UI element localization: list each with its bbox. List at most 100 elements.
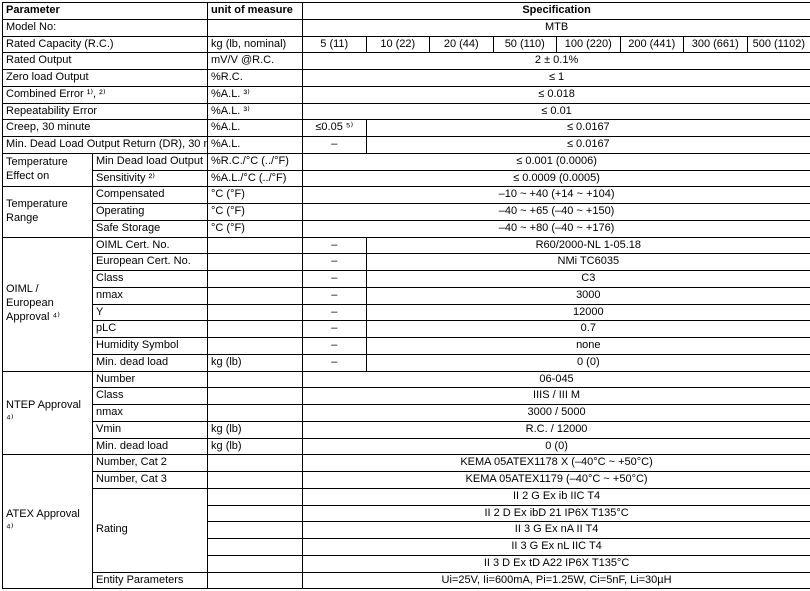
plc-unit xyxy=(208,321,303,338)
eu-cert-unit xyxy=(208,254,303,271)
tr-comp-val: –10 ~ +40 (+14 ~ +104) xyxy=(303,187,810,204)
ntep-label: NTEP Approval ⁴⁾ xyxy=(3,371,93,455)
atex-r1-unit xyxy=(208,488,303,505)
ntep-class-label: Class xyxy=(93,388,208,405)
rep-label: Repeatability Error xyxy=(3,103,208,120)
te-sens-label: Sensitivity ²⁾ xyxy=(93,170,208,187)
ntep-mdl-unit: kg (lb) xyxy=(208,438,303,455)
class-unit xyxy=(208,271,303,288)
model-value: MTB xyxy=(303,19,810,36)
atex-r3: II 3 G Ex nA II T4 xyxy=(303,522,810,539)
zero-label: Zero load Output xyxy=(3,70,208,87)
ntep-nmax-label: nmax xyxy=(93,405,208,422)
atex-ent-val: Ui=25V, Ii=600mA, Pi=1.25W, Ci=5nF, Li=3… xyxy=(303,572,810,589)
nmax-v1: – xyxy=(303,287,367,304)
ntep-vmin-val: R.C. / 12000 xyxy=(303,421,810,438)
atex-ent-label: Entity Parameters xyxy=(93,572,208,589)
atex-r4: II 3 G Ex nL IIC T4 xyxy=(303,539,810,556)
header-spec: Specification xyxy=(303,3,810,20)
plc-label: pLC xyxy=(93,321,208,338)
comb-value: ≤ 0.018 xyxy=(303,86,810,103)
rc-unit: kg (lb, nominal) xyxy=(208,36,303,53)
y-v1: – xyxy=(303,304,367,321)
comb-unit: %A.L. ³⁾ xyxy=(208,86,303,103)
atex-cat3-label: Number, Cat 3 xyxy=(93,472,208,489)
tr-op-label: Operating xyxy=(93,204,208,221)
tr-safe-val: –40 ~ +80 (–40 ~ +176) xyxy=(303,220,810,237)
ntep-mdl-label: Min. dead load xyxy=(93,438,208,455)
y-label: Y xyxy=(93,304,208,321)
hum-label: Humidity Symbol xyxy=(93,338,208,355)
mdl-unit: kg (lb) xyxy=(208,354,303,371)
zero-value: ≤ 1 xyxy=(303,70,810,87)
eu-cert-v2: NMi TC6035 xyxy=(366,254,810,271)
dr-v2: ≤ 0.0167 xyxy=(366,137,810,154)
atex-cat2-val: KEMA 05ATEX1178 X (–40°C ~ +50°C) xyxy=(303,455,810,472)
nmax-v2: 3000 xyxy=(366,287,810,304)
dr-label: Min. Dead Load Output Return (DR), 30 mi… xyxy=(3,137,208,154)
ntep-num-val: 06-045 xyxy=(303,371,810,388)
mdl-v1: – xyxy=(303,354,367,371)
oiml-cert-v2: R60/2000-NL 1-05.18 xyxy=(366,237,810,254)
ntep-num-unit xyxy=(208,371,303,388)
te-min-val: ≤ 0.001 (0.0006) xyxy=(303,153,810,170)
zero-unit: %R.C. xyxy=(208,70,303,87)
rc-col-5: 200 (441) xyxy=(620,36,684,53)
class-label: Class xyxy=(93,271,208,288)
atex-cat2-unit xyxy=(208,455,303,472)
rc-col-1: 10 (22) xyxy=(366,36,430,53)
atex-r5: II 3 D Ex tD A22 IP6X T135°C xyxy=(303,555,810,572)
te-min-unit: %R.C./°C (../°F) xyxy=(208,153,303,170)
hum-unit xyxy=(208,338,303,355)
comb-label: Combined Error ¹⁾, ²⁾ xyxy=(3,86,208,103)
creep-label: Creep, 30 minute xyxy=(3,120,208,137)
tr-label: Temperature Range xyxy=(3,187,93,237)
eu-cert-label: European Cert. No. xyxy=(93,254,208,271)
oiml-cert-v1: – xyxy=(303,237,367,254)
rc-col-3: 50 (110) xyxy=(493,36,557,53)
ntep-vmin-label: Vmin xyxy=(93,421,208,438)
atex-r3-unit xyxy=(208,522,303,539)
dr-v1: – xyxy=(303,137,367,154)
tr-op-unit: °C (°F) xyxy=(208,204,303,221)
atex-cat3-unit xyxy=(208,472,303,489)
rc-label: Rated Capacity (R.C.) xyxy=(3,36,208,53)
te-min-label: Min Dead load Output xyxy=(93,153,208,170)
creep-v1: ≤0.05 ⁵⁾ xyxy=(303,120,367,137)
hum-v2: none xyxy=(366,338,810,355)
nmax-label: nmax xyxy=(93,287,208,304)
ntep-class-unit xyxy=(208,388,303,405)
eu-cert-v1: – xyxy=(303,254,367,271)
ntep-vmin-unit: kg (lb) xyxy=(208,421,303,438)
class-v1: – xyxy=(303,271,367,288)
dr-unit: %A.L. xyxy=(208,137,303,154)
atex-ent-unit xyxy=(208,572,303,589)
y-v2: 12000 xyxy=(366,304,810,321)
oiml-label: OIML / European Approval ⁴⁾ xyxy=(3,237,93,371)
te-sens-unit: %A.L./°C (../°F) xyxy=(208,170,303,187)
model-label: Model No: xyxy=(3,19,208,36)
header-parameter: Parameter xyxy=(3,3,208,20)
model-unit xyxy=(208,19,303,36)
ntep-class-val: IIIS / III M xyxy=(303,388,810,405)
ntep-nmax-val: 3000 / 5000 xyxy=(303,405,810,422)
mdl-label: Min. dead load xyxy=(93,354,208,371)
ntep-nmax-unit xyxy=(208,405,303,422)
oiml-cert-label: OIML Cert. No. xyxy=(93,237,208,254)
spec-table: Parameter unit of measure Specification … xyxy=(2,2,810,589)
rep-unit: %A.L. ³⁾ xyxy=(208,103,303,120)
y-unit xyxy=(208,304,303,321)
atex-r4-unit xyxy=(208,539,303,556)
atex-label: ATEX Approval ⁴⁾ xyxy=(3,455,93,589)
atex-r1: II 2 G Ex ib IIC T4 xyxy=(303,488,810,505)
rated-output-label: Rated Output xyxy=(3,53,208,70)
te-sens-val: ≤ 0.0009 (0.0005) xyxy=(303,170,810,187)
rep-value: ≤ 0.01 xyxy=(303,103,810,120)
ntep-num-label: Number xyxy=(93,371,208,388)
rc-col-0: 5 (11) xyxy=(303,36,367,53)
creep-unit: %A.L. xyxy=(208,120,303,137)
rc-col-6: 300 (661) xyxy=(684,36,748,53)
atex-r5-unit xyxy=(208,555,303,572)
atex-r2: II 2 D Ex ibD 21 IP6X T135°C xyxy=(303,505,810,522)
tr-safe-unit: °C (°F) xyxy=(208,220,303,237)
